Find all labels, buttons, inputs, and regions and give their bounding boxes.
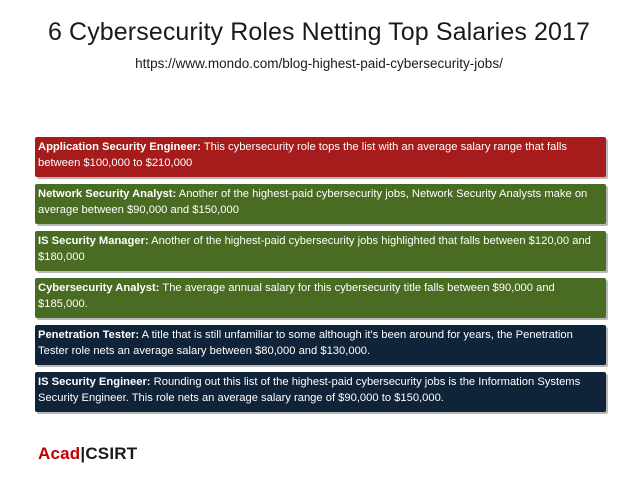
acadcsirt-logo: Acad|CSIRT	[38, 444, 137, 464]
role-title: Network Security Analyst:	[38, 188, 177, 200]
role-description: Another of the highest-paid cybersecurit…	[38, 188, 588, 216]
role-title: Penetration Tester:	[38, 329, 140, 341]
role-description: Rounding out this list of the highest-pa…	[38, 376, 581, 404]
role-row: IS Security Engineer: Rounding out this …	[35, 372, 606, 412]
role-row: Cybersecurity Analyst: The average annua…	[35, 278, 606, 318]
slide-title: 6 Cybersecurity Roles Netting Top Salari…	[47, 18, 591, 46]
role-title: Cybersecurity Analyst:	[38, 282, 160, 294]
role-row: Application Security Engineer: This cybe…	[35, 137, 606, 177]
logo-acad: Acad	[38, 444, 81, 463]
source-url: https://www.mondo.com/blog-highest-paid-…	[135, 56, 503, 71]
role-description: A title that is still unfamiliar to some…	[38, 329, 573, 357]
role-title: Application Security Engineer:	[38, 141, 201, 153]
logo-csirt: |CSIRT	[80, 444, 138, 463]
role-description: The average annual salary for this cyber…	[38, 282, 555, 310]
role-description: Another of the highest-paid cybersecurit…	[38, 235, 591, 263]
role-title: IS Security Engineer:	[38, 376, 151, 388]
role-row: Network Security Analyst: Another of the…	[35, 184, 606, 224]
role-row: Penetration Tester: A title that is stil…	[35, 325, 606, 365]
role-description: This cybersecurity role tops the list wi…	[38, 141, 567, 169]
role-row: IS Security Manager: Another of the high…	[35, 231, 606, 271]
roles-list: Application Security Engineer: This cybe…	[35, 137, 606, 419]
role-title: IS Security Manager:	[38, 235, 149, 247]
